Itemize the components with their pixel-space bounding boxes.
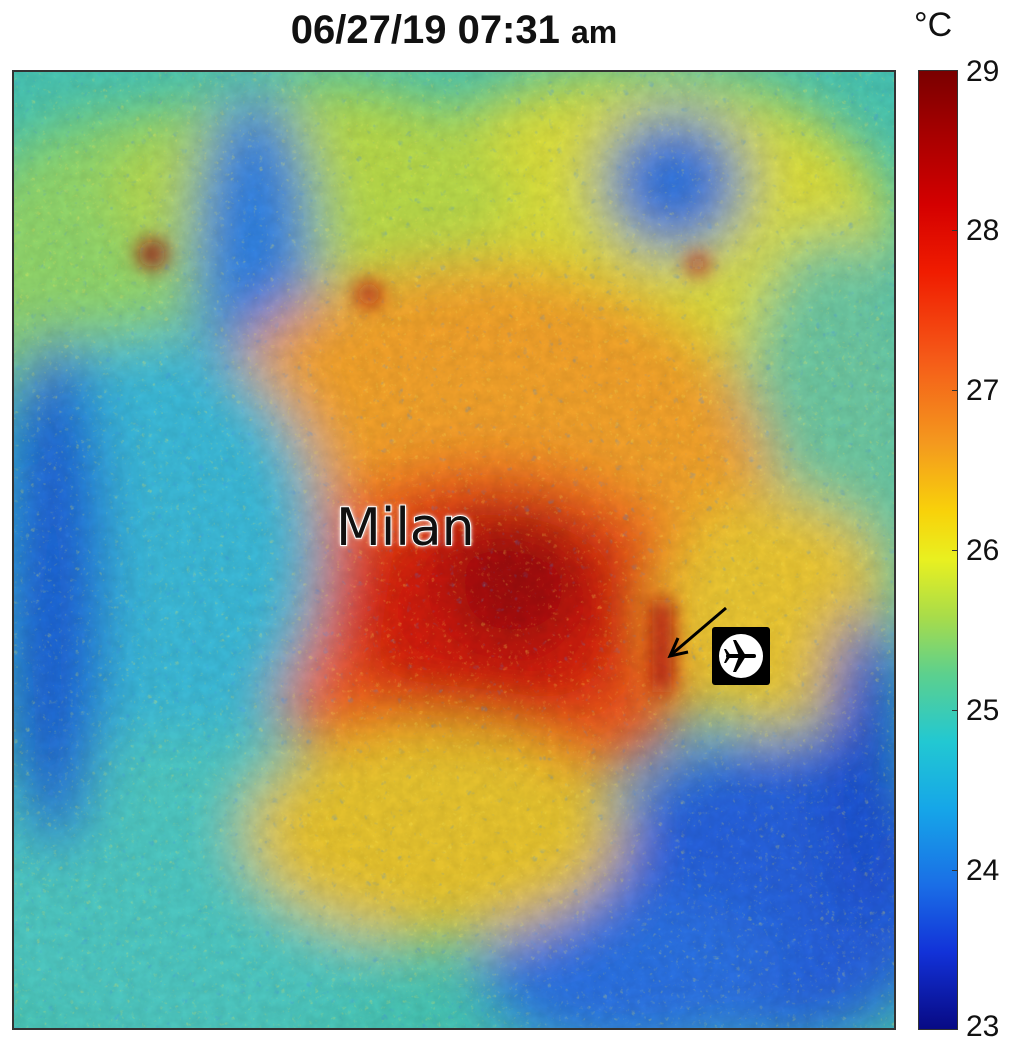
temperature-map: Milan [12,70,896,1030]
title-ampm: am [571,14,618,50]
airplane-icon [712,627,770,685]
colorbar-unit: °C [914,6,953,44]
tick-mark [952,390,958,391]
city-label: Milan [335,497,476,559]
heatmap-canvas [14,72,894,1028]
tick-mark [952,870,958,871]
colorbar [918,70,958,1030]
tick-label: 25 [966,694,1000,727]
tick-label: 27 [966,374,1000,407]
tick-mark [952,70,958,71]
map-title: 06/27/19 07:31 am [12,8,896,53]
tick-label: 23 [966,1010,1000,1043]
tick-label: 24 [966,854,1000,887]
tick-mark [952,230,958,231]
tick-label: 28 [966,214,1000,247]
tick-label: 29 [966,55,1000,88]
tick-mark [952,1029,958,1030]
tick-mark [952,710,958,711]
tick-label: 26 [966,534,1000,567]
airport-arrow [667,606,727,659]
tick-mark [952,550,958,551]
title-datetime: 06/27/19 07:31 [290,8,560,52]
